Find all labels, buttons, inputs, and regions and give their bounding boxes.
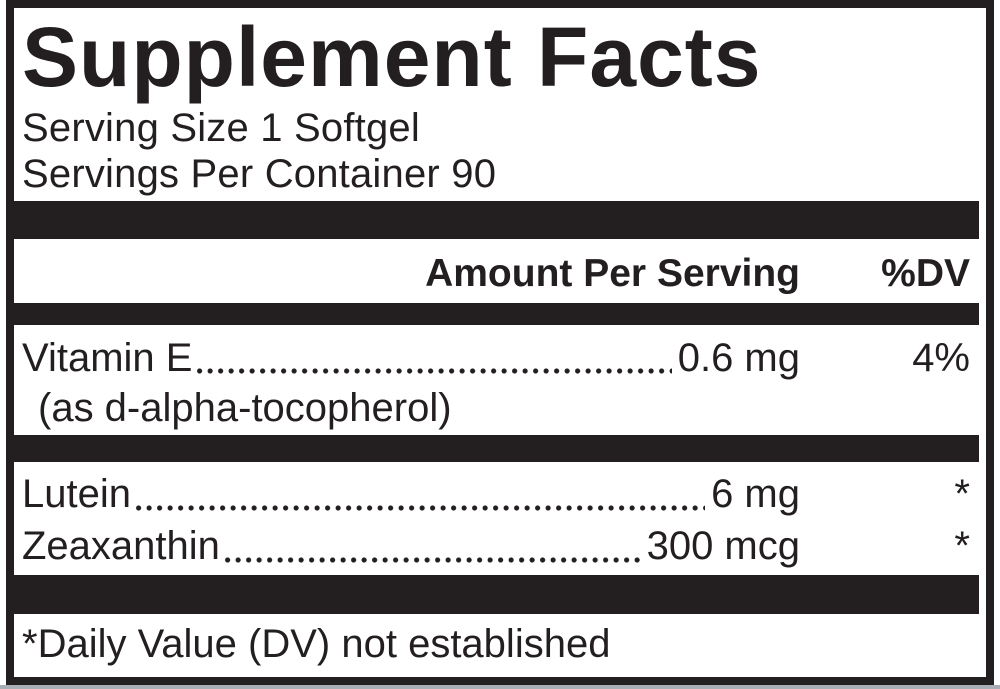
label-title: Supplement Facts [22, 10, 762, 104]
dot-leader [197, 368, 672, 375]
scan-edge-strip [0, 685, 1000, 689]
nutrient-dv-value: * [954, 472, 970, 517]
nutrient-main: Vitamin E 0.6 mg [22, 333, 800, 383]
nutrient-row-zeaxanthin: Zeaxanthin 300 mcg * [14, 520, 986, 572]
daily-value-footnote: *Daily Value (DV) not established [22, 622, 611, 667]
nutrient-sub-ingredient: (as d-alpha-tocopherol) [38, 386, 452, 431]
column-header-row: Amount Per Serving %DV [14, 239, 986, 303]
nutrient-amount: 300 mcg [646, 524, 800, 569]
nutrient-amount: 0.6 mg [677, 336, 800, 381]
nutrient-amount: 6 mg [711, 472, 800, 517]
dot-leader [224, 557, 641, 564]
dot-leader [135, 505, 706, 512]
percent-dv-header: %DV [881, 252, 970, 296]
divider-bar-thick-top [14, 201, 979, 240]
nutrient-main: Zeaxanthin 300 mcg [22, 520, 800, 572]
divider-bar-mid [14, 435, 979, 463]
divider-bar-thick-bottom [14, 575, 979, 615]
servings-per-container-text: Servings Per Container 90 [22, 152, 497, 197]
serving-size-text: Serving Size 1 Softgel [22, 106, 420, 151]
nutrient-name: Zeaxanthin [22, 524, 220, 569]
serving-info: Serving Size 1 Softgel Servings Per Cont… [22, 105, 978, 197]
nutrient-group-carotenoids: Lutein 6 mg * Zeaxanthin 300 mcg * [14, 468, 986, 572]
nutrient-main: Lutein 6 mg [22, 468, 800, 520]
nutrient-row-vitamin-e: Vitamin E 0.6 mg 4% [14, 333, 986, 383]
nutrient-dv-value: * [954, 524, 970, 569]
nutrient-group-vitamin-e: Vitamin E 0.6 mg 4% (as d-alpha-tocopher… [14, 333, 986, 433]
divider-bar-under-header [14, 303, 979, 326]
nutrient-name: Vitamin E [22, 336, 193, 381]
nutrient-name: Lutein [22, 472, 131, 517]
amount-per-serving-header: Amount Per Serving [425, 252, 800, 296]
label-border-box: Supplement Facts Serving Size 1 Softgel … [6, 0, 994, 685]
nutrient-row-lutein: Lutein 6 mg * [14, 468, 986, 520]
nutrient-dv-value: 4% [912, 336, 970, 381]
